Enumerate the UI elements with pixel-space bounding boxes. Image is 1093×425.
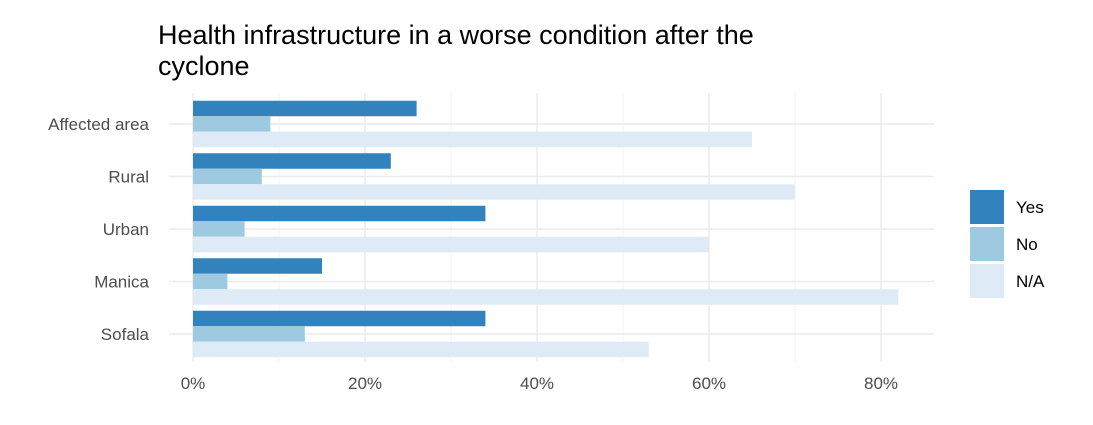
x-tick-label: 20% [348, 374, 382, 393]
legend: Yes No N/A [970, 190, 1045, 298]
legend-label-yes: Yes [1016, 198, 1044, 217]
bar-yes-rural [193, 153, 391, 169]
bar-no-manica [193, 273, 228, 290]
x-tick-label: 40% [520, 374, 554, 393]
bar-yes-manica [193, 258, 322, 274]
legend-key-na [970, 264, 1004, 298]
bar-no-sofala [193, 326, 305, 342]
x-tick-label: 80% [864, 374, 898, 393]
bar-no-rural [193, 168, 262, 185]
legend-label-na: N/A [1016, 272, 1045, 291]
bar-na-rural [193, 184, 795, 200]
chart-title: Health infrastructure in a worse conditi… [158, 20, 754, 81]
bar-na-sofala [193, 341, 649, 358]
y-tick-label: Rural [108, 168, 149, 187]
bar-no-urban [193, 221, 245, 237]
bar-na-affected-area [193, 131, 752, 148]
x-tick-label: 0% [181, 374, 206, 393]
y-tick-label: Manica [94, 273, 149, 292]
bar-na-manica [193, 289, 899, 305]
bar-yes-urban [193, 205, 486, 222]
bar-no-affected-area [193, 116, 271, 132]
y-tick-label: Affected area [48, 115, 149, 134]
legend-label-no: No [1016, 235, 1038, 254]
bars [193, 100, 899, 358]
x-tick-label: 60% [692, 374, 726, 393]
y-axis-labels: Affected area Rural Urban Manica Sofala [48, 115, 149, 344]
x-axis-labels: 0% 20% 40% 60% 80% [181, 374, 898, 393]
y-tick-label: Sofala [101, 325, 150, 344]
legend-key-no [970, 227, 1004, 261]
bar-yes-sofala [193, 310, 486, 327]
bar-yes-affected-area [193, 100, 417, 117]
legend-key-yes [970, 190, 1004, 224]
bar-na-urban [193, 236, 709, 253]
y-tick-label: Urban [103, 220, 149, 239]
